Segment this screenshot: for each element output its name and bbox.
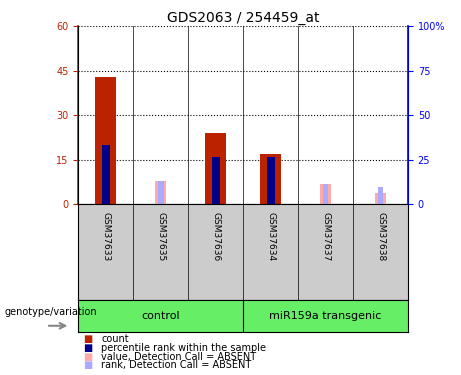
Bar <box>212 157 220 204</box>
Bar <box>378 187 383 204</box>
Bar <box>158 181 164 204</box>
Text: ■: ■ <box>83 352 92 362</box>
Text: value, Detection Call = ABSENT: value, Detection Call = ABSENT <box>101 352 256 362</box>
Bar <box>323 184 328 204</box>
Text: GSM37635: GSM37635 <box>156 212 165 261</box>
Title: GDS2063 / 254459_at: GDS2063 / 254459_at <box>167 11 319 25</box>
Text: ■: ■ <box>83 334 92 344</box>
Bar <box>260 154 281 204</box>
Text: percentile rank within the sample: percentile rank within the sample <box>101 343 266 353</box>
Bar <box>266 157 275 204</box>
Text: GSM37638: GSM37638 <box>376 212 385 261</box>
Bar <box>155 181 166 204</box>
Bar <box>375 192 386 204</box>
Text: count: count <box>101 334 129 344</box>
Bar <box>320 184 331 204</box>
Text: genotype/variation: genotype/variation <box>5 307 97 317</box>
Text: GSM37636: GSM37636 <box>211 212 220 261</box>
Text: control: control <box>142 311 180 321</box>
Text: GSM37633: GSM37633 <box>101 212 110 261</box>
Text: ■: ■ <box>83 360 92 370</box>
Text: miR159a transgenic: miR159a transgenic <box>269 311 382 321</box>
Bar <box>95 77 116 204</box>
Bar <box>205 133 226 204</box>
Text: GSM37634: GSM37634 <box>266 212 275 261</box>
Text: rank, Detection Call = ABSENT: rank, Detection Call = ABSENT <box>101 360 252 370</box>
Bar <box>102 145 110 204</box>
Text: ■: ■ <box>83 343 92 353</box>
Text: GSM37637: GSM37637 <box>321 212 330 261</box>
